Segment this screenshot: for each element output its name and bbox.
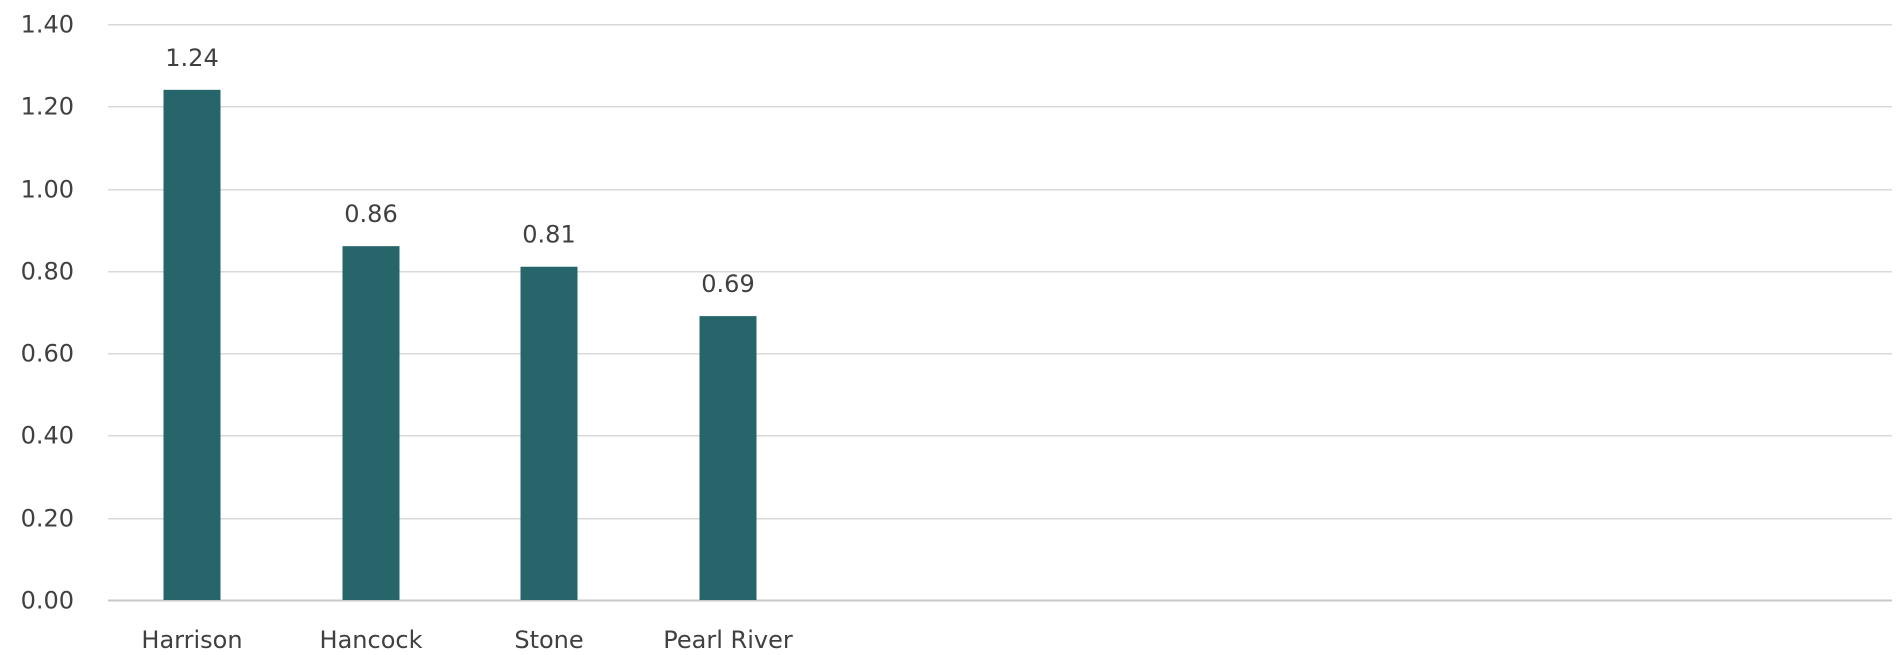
x-category-label: Harrison bbox=[141, 626, 242, 654]
y-tick-label: 0.60 bbox=[21, 340, 74, 368]
data-label: 1.24 bbox=[165, 44, 218, 72]
x-category-label: Hancock bbox=[320, 626, 423, 654]
y-tick-label: 0.40 bbox=[21, 422, 74, 450]
x-axis-category-labels: Harrison Hancock Stone Pearl River bbox=[141, 626, 792, 654]
y-axis-tick-labels: 0.00 0.20 0.40 0.60 0.80 1.00 1.20 1.40 bbox=[21, 11, 74, 615]
y-tick-label: 1.20 bbox=[21, 93, 74, 121]
y-tick-label: 0.80 bbox=[21, 258, 74, 286]
x-category-label: Stone bbox=[514, 626, 583, 654]
bar bbox=[342, 246, 400, 600]
data-labels: 1.24 0.86 0.81 0.69 bbox=[165, 44, 754, 298]
bar bbox=[163, 89, 221, 600]
y-tick-label: 1.40 bbox=[21, 11, 74, 39]
data-label: 0.69 bbox=[701, 270, 754, 298]
gridlines bbox=[108, 23, 1892, 602]
y-tick-label: 0.00 bbox=[21, 587, 74, 615]
bar bbox=[699, 316, 757, 600]
y-tick-label: 1.00 bbox=[21, 176, 74, 204]
y-tick-label: 0.20 bbox=[21, 505, 74, 533]
data-label: 0.81 bbox=[522, 221, 575, 249]
bars bbox=[163, 89, 757, 600]
bar bbox=[520, 266, 578, 600]
x-category-label: Pearl River bbox=[663, 626, 793, 654]
data-label: 0.86 bbox=[344, 200, 397, 228]
